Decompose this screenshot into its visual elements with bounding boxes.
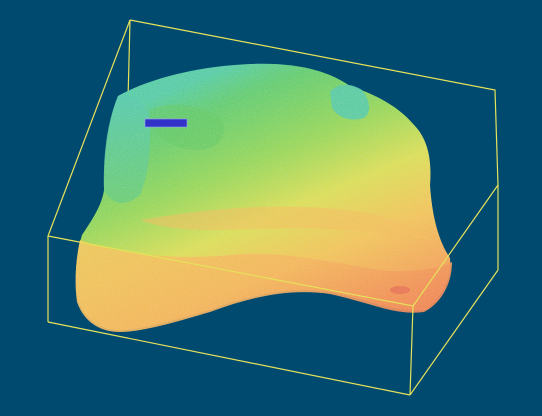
bounding-box-front: [47, 184, 499, 396]
point-cloud-object[interactable]: [75, 63, 453, 332]
bounding-box-back: [47, 19, 499, 237]
point-label-tag[interactable]: [144, 118, 188, 128]
